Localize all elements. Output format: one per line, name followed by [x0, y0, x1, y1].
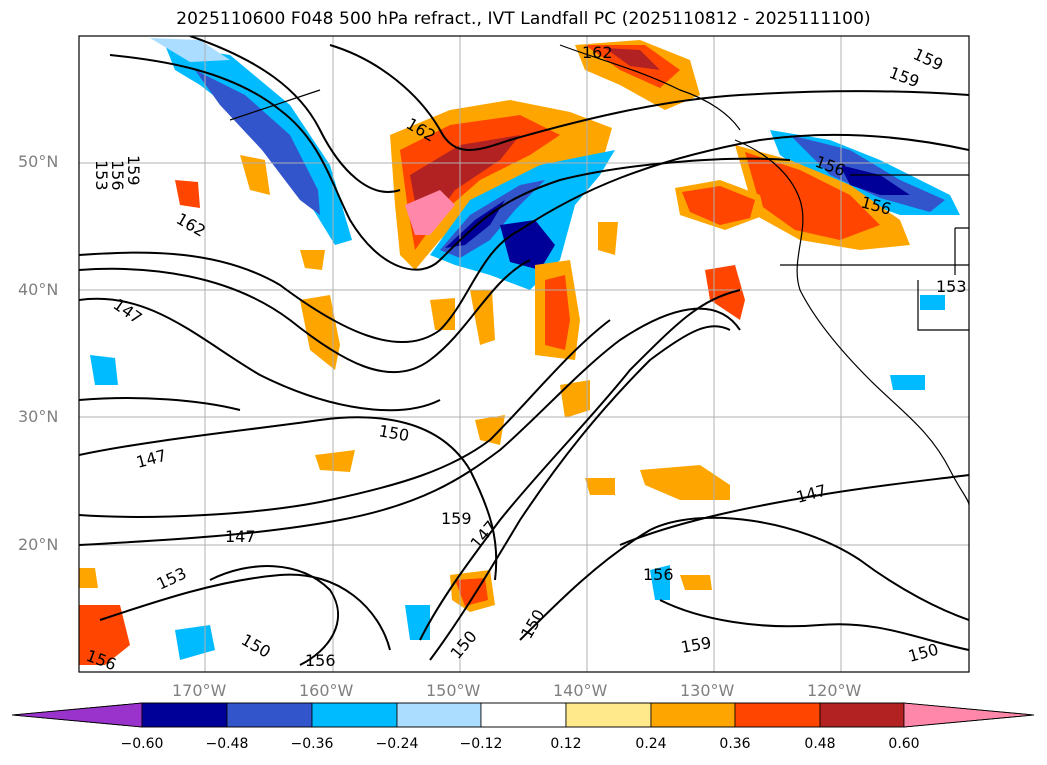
- contour-label: 156: [305, 651, 336, 670]
- plot-frame: [78, 35, 970, 673]
- lat-label: 40°N: [18, 280, 59, 299]
- graticule: [79, 36, 969, 672]
- lat-label: 50°N: [18, 152, 59, 171]
- lon-label: 140°W: [553, 681, 608, 700]
- colorbar-tick-label: −0.36: [290, 736, 334, 752]
- colorbar-tick-label: 0.24: [635, 736, 667, 752]
- map-title: 2025110600 F048 500 hPa refract., IVT La…: [176, 9, 871, 29]
- colorbar-tick-label: 0.12: [550, 736, 582, 752]
- shading-layer: [79, 38, 960, 665]
- contour-lines: [79, 36, 969, 666]
- colorbar-tick-label: 0.36: [719, 736, 751, 752]
- lat-label: 20°N: [18, 535, 59, 554]
- lat-label: 30°N: [18, 407, 59, 426]
- contour-label: 159: [441, 509, 472, 528]
- colorbar-tick-label: −0.24: [375, 736, 419, 752]
- colorbar-tick-label: −0.48: [205, 736, 249, 752]
- lon-label: 170°W: [172, 681, 227, 700]
- contour-label: 156: [643, 565, 674, 584]
- map-plot-area: 162 159 159 162 159 156 153 162 147 156 …: [79, 36, 969, 672]
- contour-label: 159: [124, 155, 143, 186]
- contour-label: 153: [936, 277, 967, 296]
- colorbar-tick-label: 0.48: [804, 736, 836, 752]
- contour-label: 162: [582, 43, 613, 62]
- colorbar-tick-label: 0.60: [888, 736, 920, 752]
- contour-label: 156: [108, 160, 127, 191]
- lon-label: 130°W: [680, 681, 735, 700]
- lon-label: 160°W: [299, 681, 354, 700]
- contour-label: 147: [225, 527, 256, 546]
- lon-label: 150°W: [426, 681, 481, 700]
- contour-label: 153: [92, 160, 111, 191]
- colorbar: [11, 702, 1035, 728]
- colorbar-tick-label: −0.12: [459, 736, 503, 752]
- coastlines: [229, 44, 969, 506]
- colorbar-tick-label: −0.60: [120, 736, 164, 752]
- lon-label: 120°W: [807, 681, 862, 700]
